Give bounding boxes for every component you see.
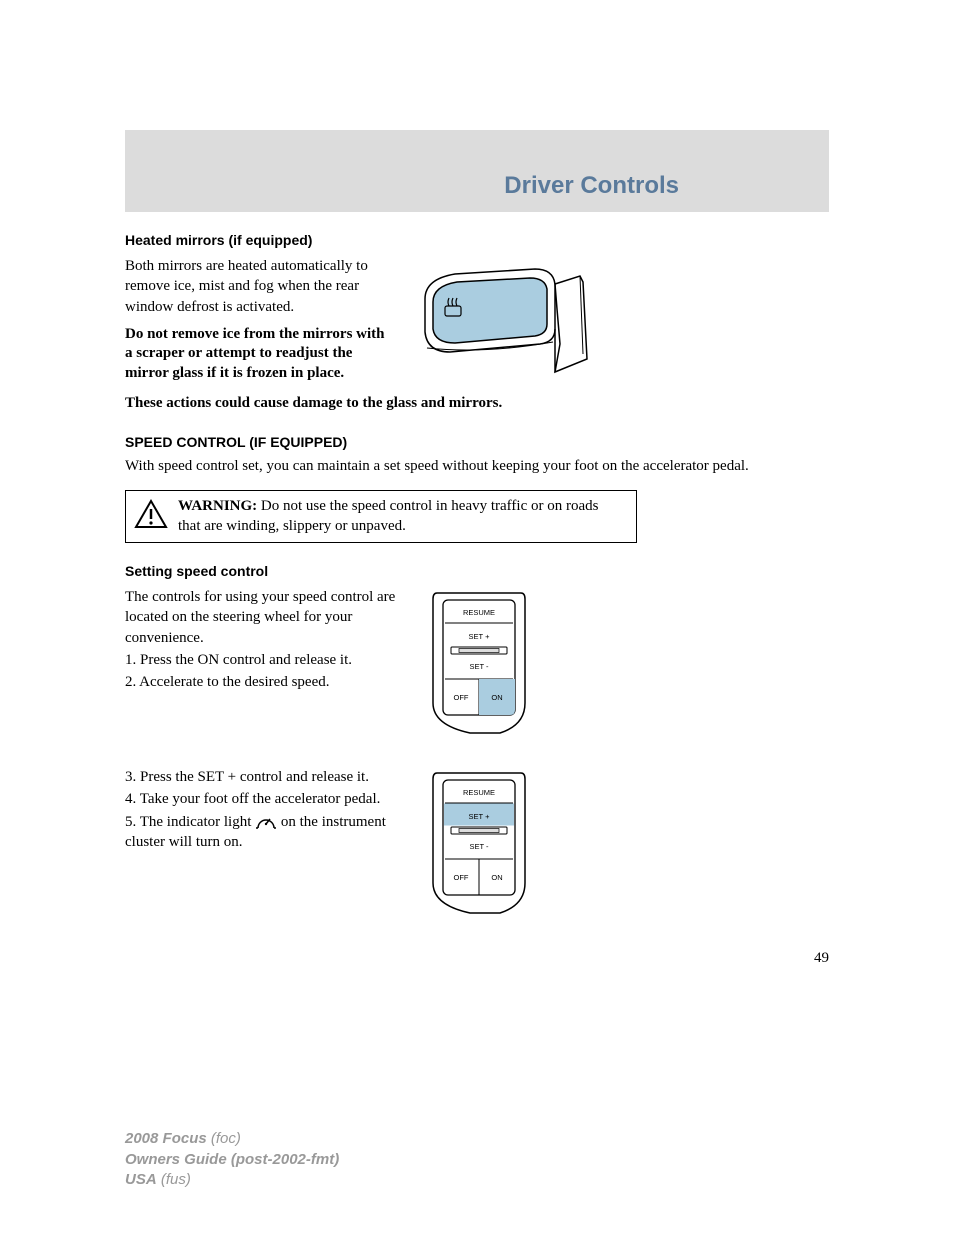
cruise-indicator-icon <box>255 814 277 830</box>
footer-market: USA <box>125 1171 157 1188</box>
cruise-control-figure-1: RESUME SET + SET - OFF ON <box>425 585 535 740</box>
footer-line2: Owners Guide (post-2002-fmt) <box>125 1150 339 1170</box>
setting-speed-section: Setting speed control The controls for u… <box>125 563 829 920</box>
warning-label: WARNING: <box>178 498 257 514</box>
page-title: Driver Controls <box>504 172 829 200</box>
speed-control-intro: With speed control set, you can maintain… <box>125 456 829 476</box>
warning-icon <box>134 499 168 534</box>
step5-text-a: 5. The indicator light <box>125 814 255 830</box>
set-minus-label-2: SET - <box>469 842 489 851</box>
heated-mirrors-bold-partial: Do not remove ice from the mirrors with … <box>125 325 385 384</box>
on-label: ON <box>491 693 502 702</box>
heated-mirrors-bold-full: These actions could cause damage to the … <box>125 394 829 414</box>
heated-mirrors-para1: Both mirrors are heated automatically to… <box>125 256 385 317</box>
setting-speed-step3: 3. Press the SET + control and release i… <box>125 767 405 787</box>
speed-control-section: SPEED CONTROL (IF EQUIPPED) With speed c… <box>125 434 829 543</box>
on-label-2: ON <box>491 873 502 882</box>
footer: 2008 Focus (foc) Owners Guide (post-2002… <box>125 1129 339 1190</box>
warning-text: WARNING: Do not use the speed control in… <box>178 497 624 536</box>
setting-speed-heading: Setting speed control <box>125 563 829 579</box>
speed-control-heading: SPEED CONTROL (IF EQUIPPED) <box>125 434 829 450</box>
manual-page: Driver Controls Heated mirrors (if equip… <box>0 0 954 1230</box>
footer-model-code: (foc) <box>207 1130 241 1147</box>
resume-label-2: RESUME <box>463 788 495 797</box>
resume-label: RESUME <box>463 608 495 617</box>
page-number: 49 <box>125 950 829 967</box>
set-plus-label-2: SET + <box>469 812 491 821</box>
header-bar: Driver Controls <box>125 130 829 212</box>
footer-line1: 2008 Focus (foc) <box>125 1129 339 1149</box>
mirror-icon <box>405 254 605 384</box>
setting-speed-intro: The controls for using your speed contro… <box>125 587 405 648</box>
heated-mirrors-section: Heated mirrors (if equipped) Both mirror… <box>125 232 829 414</box>
footer-line3: USA (fus) <box>125 1170 339 1190</box>
setting-speed-step5: 5. The indicator light on the instrument… <box>125 812 405 853</box>
set-minus-label: SET - <box>469 662 489 671</box>
setting-speed-step4: 4. Take your foot off the accelerator pe… <box>125 789 405 809</box>
off-label-2: OFF <box>454 873 469 882</box>
warning-box: WARNING: Do not use the speed control in… <box>125 490 637 543</box>
setting-speed-step2: 2. Accelerate to the desired speed. <box>125 672 405 692</box>
footer-model: 2008 Focus <box>125 1130 207 1147</box>
heated-mirrors-heading: Heated mirrors (if equipped) <box>125 232 829 248</box>
off-label: OFF <box>454 693 469 702</box>
setting-speed-step1: 1. Press the ON control and release it. <box>125 650 405 670</box>
footer-market-code: (fus) <box>157 1171 191 1188</box>
mirror-figure <box>405 254 605 389</box>
set-plus-label: SET + <box>469 632 491 641</box>
cruise-control-figure-2: RESUME SET + SET - OFF ON <box>425 765 535 920</box>
